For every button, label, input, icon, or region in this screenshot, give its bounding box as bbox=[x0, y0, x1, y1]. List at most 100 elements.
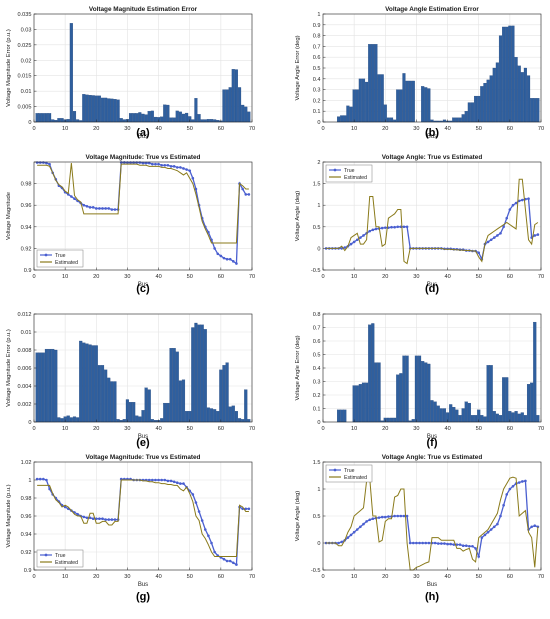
bar bbox=[340, 115, 344, 123]
x-tick-label: 60 bbox=[507, 426, 513, 432]
bar bbox=[69, 417, 73, 423]
bar bbox=[405, 355, 409, 423]
data-point bbox=[225, 257, 229, 261]
data-point bbox=[216, 252, 220, 256]
panel-g: 0 10 20 30 40 50 60 70 0.9 0.92 0.94 0.96 0.98 1 1.02 V… bbox=[6, 454, 255, 603]
data-point bbox=[48, 162, 51, 166]
legend-box bbox=[325, 464, 373, 483]
data-point bbox=[119, 161, 123, 164]
bar bbox=[169, 117, 173, 123]
x-tick-label: 60 bbox=[218, 426, 224, 432]
x-tick-label: 0 bbox=[32, 126, 35, 132]
data-point bbox=[464, 544, 468, 547]
x-tick-label: 30 bbox=[413, 426, 419, 432]
bar bbox=[386, 117, 390, 123]
y-tick-label: 0.9 bbox=[24, 268, 32, 274]
y-tick-label: 1.5 bbox=[313, 182, 321, 188]
bar bbox=[197, 324, 201, 423]
y-tick-label: 0.012 bbox=[18, 312, 32, 318]
data-point bbox=[107, 518, 111, 521]
data-point bbox=[340, 540, 343, 544]
data-point bbox=[228, 257, 232, 261]
y-tick-label: 0.5 bbox=[313, 514, 321, 520]
bar bbox=[206, 119, 210, 123]
series-line-estimated bbox=[326, 178, 539, 265]
data-point bbox=[446, 542, 449, 546]
y-tick-label: 0.5 bbox=[313, 66, 321, 72]
bar bbox=[337, 409, 341, 423]
bar bbox=[530, 382, 534, 423]
bar bbox=[377, 362, 381, 423]
bar bbox=[141, 410, 145, 423]
x-tick-label: 60 bbox=[218, 126, 224, 132]
data-point bbox=[45, 161, 48, 165]
data-point bbox=[536, 233, 540, 236]
bar bbox=[358, 78, 362, 123]
y-tick-label: 1 bbox=[28, 478, 31, 484]
x-axis-label: Bus bbox=[138, 282, 148, 288]
data-point bbox=[98, 517, 101, 520]
x-tick-label: 70 bbox=[538, 126, 544, 132]
axes-frame bbox=[33, 13, 253, 123]
bar bbox=[200, 119, 204, 123]
bar bbox=[533, 321, 537, 423]
bar bbox=[119, 118, 123, 123]
bar bbox=[160, 418, 164, 423]
bar bbox=[175, 110, 179, 123]
bar bbox=[125, 399, 129, 423]
panel-label: (f) bbox=[427, 437, 438, 449]
bar bbox=[128, 113, 133, 123]
bar bbox=[57, 417, 61, 423]
panel-label: (h) bbox=[425, 591, 439, 603]
y-tick-label: 0.002 bbox=[18, 402, 32, 408]
y-axis-label: Voltage Angle Error (deg) bbox=[295, 335, 301, 400]
data-point bbox=[477, 555, 481, 558]
bar bbox=[48, 113, 52, 123]
bar bbox=[505, 377, 509, 423]
bar bbox=[110, 98, 114, 123]
data-point bbox=[352, 240, 356, 244]
data-point bbox=[126, 161, 129, 164]
data-point bbox=[396, 514, 400, 518]
bar bbox=[495, 62, 499, 123]
axes-frame bbox=[33, 161, 253, 271]
x-tick-label: 0 bbox=[32, 274, 35, 280]
bar bbox=[343, 409, 347, 423]
data-point bbox=[421, 541, 424, 545]
data-point bbox=[169, 165, 173, 168]
data-point bbox=[132, 161, 135, 164]
data-point bbox=[197, 510, 201, 513]
x-tick-label: 10 bbox=[62, 574, 68, 580]
y-tick-label: 0 bbox=[317, 541, 320, 547]
data-point bbox=[85, 516, 89, 520]
data-point bbox=[135, 161, 139, 164]
data-point bbox=[352, 530, 356, 534]
bar bbox=[247, 111, 251, 123]
data-point bbox=[222, 557, 226, 561]
x-tick-label: 10 bbox=[62, 426, 68, 432]
data-point bbox=[383, 226, 387, 229]
bar bbox=[352, 89, 356, 123]
data-point bbox=[496, 234, 499, 237]
data-point bbox=[73, 197, 76, 201]
bar bbox=[153, 116, 158, 123]
x-tick-label: 20 bbox=[382, 126, 388, 132]
bar bbox=[380, 74, 384, 123]
y-tick-label: 0.6 bbox=[313, 339, 321, 345]
data-point bbox=[343, 246, 347, 249]
bar bbox=[458, 117, 462, 123]
bar bbox=[520, 412, 524, 423]
data-point bbox=[511, 485, 515, 488]
bar bbox=[51, 119, 55, 123]
y-tick-label: 0.005 bbox=[18, 105, 32, 111]
bar bbox=[88, 344, 92, 423]
data-point bbox=[368, 518, 372, 522]
legend-marker bbox=[333, 168, 337, 172]
data-point bbox=[399, 514, 403, 518]
legend-box bbox=[36, 549, 84, 568]
data-point bbox=[175, 166, 179, 169]
bar bbox=[536, 98, 540, 123]
x-axis-label: Bus bbox=[138, 434, 148, 440]
x-tick-label: 70 bbox=[249, 274, 255, 280]
